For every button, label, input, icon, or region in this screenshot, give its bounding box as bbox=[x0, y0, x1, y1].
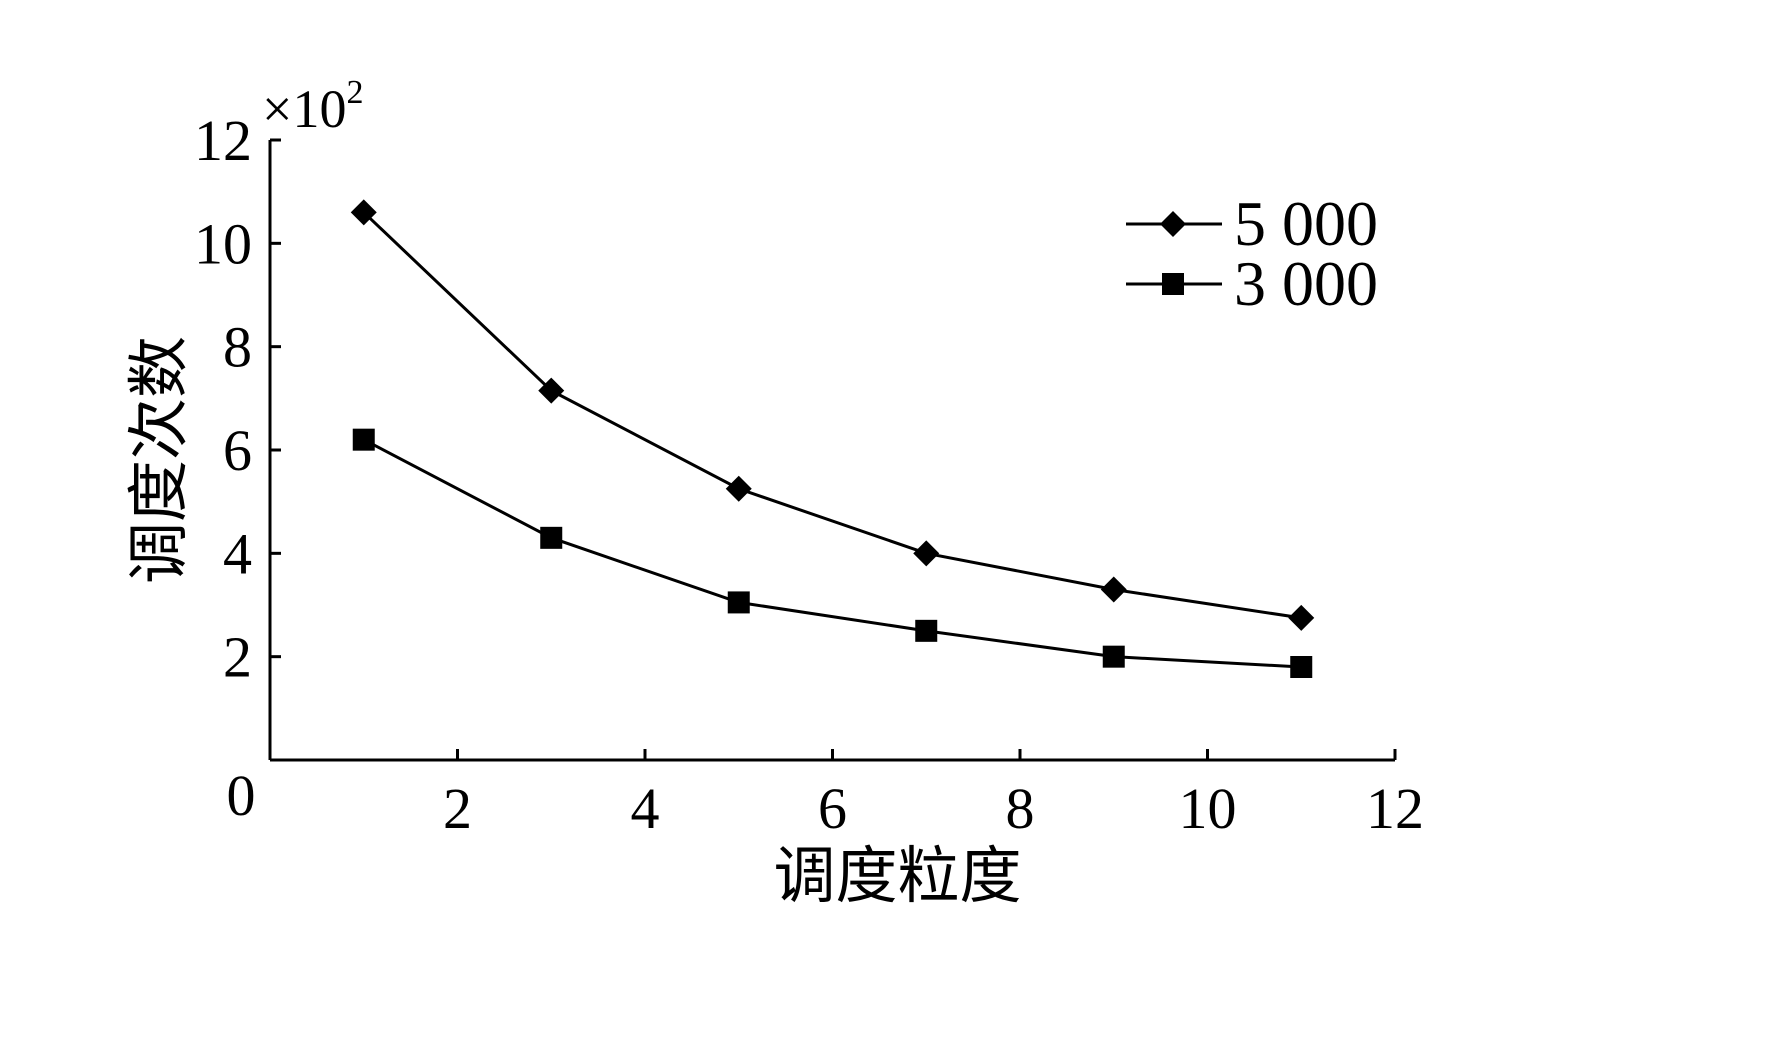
y-tick-label: 2 bbox=[223, 625, 252, 690]
y-tick-label: 6 bbox=[223, 418, 252, 483]
y-tick-label: 4 bbox=[223, 521, 252, 586]
axes: 2 4 6 8 10 12 2 4 6 8 10 12 bbox=[194, 108, 1424, 841]
diamond-marker bbox=[350, 199, 377, 226]
legend-entry: 5 000 bbox=[1126, 188, 1378, 259]
square-marker bbox=[540, 526, 563, 549]
y-tick-label: 10 bbox=[194, 211, 252, 276]
diamond-marker bbox=[725, 475, 752, 502]
series-a bbox=[350, 199, 1315, 631]
series-layer bbox=[350, 199, 1315, 678]
square-marker bbox=[1102, 645, 1125, 668]
origin-tick-label: 0 bbox=[227, 763, 256, 828]
x-tick-label: 4 bbox=[631, 776, 660, 841]
diamond-marker bbox=[1288, 604, 1315, 631]
square-marker bbox=[1290, 656, 1313, 678]
diamond-marker bbox=[538, 377, 565, 404]
diamond-marker bbox=[913, 540, 940, 567]
x-tick-label: 6 bbox=[818, 776, 847, 841]
x-tick-label: 8 bbox=[1006, 776, 1035, 841]
legend-label: 3 000 bbox=[1234, 248, 1378, 319]
square-marker bbox=[915, 619, 938, 642]
x-axis-title: 调度粒度 bbox=[773, 843, 1021, 911]
y-axis-multiplier: ×102 bbox=[262, 74, 363, 139]
y-axis-multiplier-base: ×10 bbox=[262, 79, 346, 139]
y-tick-label: 8 bbox=[223, 315, 252, 380]
square-marker bbox=[727, 591, 750, 614]
legend-label: 5 000 bbox=[1234, 188, 1378, 259]
x-tick-label: 2 bbox=[443, 776, 472, 841]
series-line bbox=[363, 438, 1302, 669]
y-tick-label: 12 bbox=[194, 108, 252, 173]
legend-square-marker bbox=[1162, 273, 1184, 295]
series-line bbox=[362, 211, 1302, 620]
square-marker bbox=[352, 428, 375, 451]
y-axis-title: 调度次数 bbox=[126, 336, 194, 584]
diamond-marker bbox=[1100, 576, 1127, 603]
legend-diamond-marker bbox=[1160, 211, 1186, 237]
x-tick-label: 10 bbox=[1179, 776, 1237, 841]
legend-entry: 3 000 bbox=[1126, 248, 1378, 319]
x-tick-label: 12 bbox=[1366, 776, 1424, 841]
y-axis-multiplier-exponent: 2 bbox=[346, 74, 363, 111]
series-b bbox=[352, 428, 1313, 678]
